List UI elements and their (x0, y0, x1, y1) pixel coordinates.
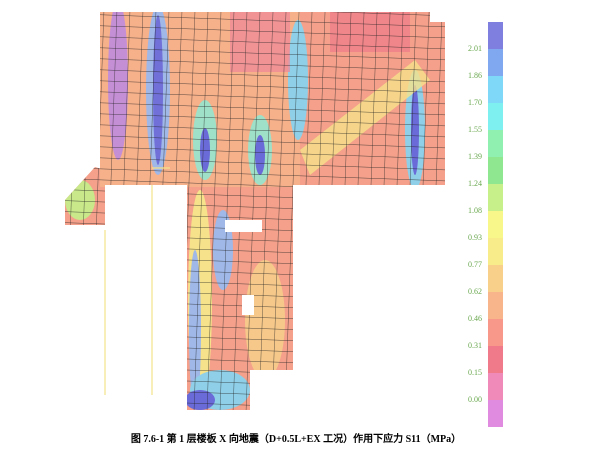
colorbar-label: 0.31 (468, 341, 482, 350)
colorbar-segment (488, 238, 503, 265)
colorbar-label: 0.46 (468, 314, 482, 323)
colorbar: 2.01 1.86 1.70 1.55 1.39 1.24 1.08 0.93 0.77 0.62… (468, 22, 503, 427)
colorbar-segment (488, 157, 503, 184)
stress-contour (65, 12, 445, 410)
colorbar-segment (488, 211, 503, 238)
opening (225, 220, 262, 232)
colorbar-segment (488, 76, 503, 103)
colorbar-label: 0.15 (468, 368, 482, 377)
colorbar-segment (488, 373, 503, 400)
colorbar-label: 0.62 (468, 287, 482, 296)
colorbar-label: 1.39 (468, 152, 482, 161)
caption: 图 7.6-1 第 1 层楼板 X 向地震（D+0.5L+EX 工况）作用下应力… (131, 432, 461, 445)
colorbar-segment (488, 319, 503, 346)
colorbar-label: 1.70 (468, 98, 482, 107)
colorbar-segment (488, 130, 503, 157)
colorbar-label: 1.08 (468, 206, 482, 215)
colorbar-segment (488, 400, 503, 427)
colorbar-label: 1.86 (468, 71, 482, 80)
colorbar-segment (488, 49, 503, 76)
colorbar-label: 1.24 (468, 179, 482, 188)
colorbar-segment (488, 103, 503, 130)
colorbar-label: 1.55 (468, 125, 482, 134)
colorbar-label: 2.01 (468, 44, 482, 53)
colorbar-segment (488, 184, 503, 211)
colorbar-segment (488, 292, 503, 319)
colorbar-label: 0.00 (468, 395, 482, 404)
opening (242, 295, 254, 315)
colorbar-segment (488, 22, 503, 49)
slab-edge (104, 167, 170, 395)
colorbar-segment (488, 346, 503, 373)
colorbar-segment (488, 265, 503, 292)
opening (250, 370, 293, 412)
colorbar-label: 0.77 (468, 260, 482, 269)
colorbar-label: 0.93 (468, 233, 482, 242)
